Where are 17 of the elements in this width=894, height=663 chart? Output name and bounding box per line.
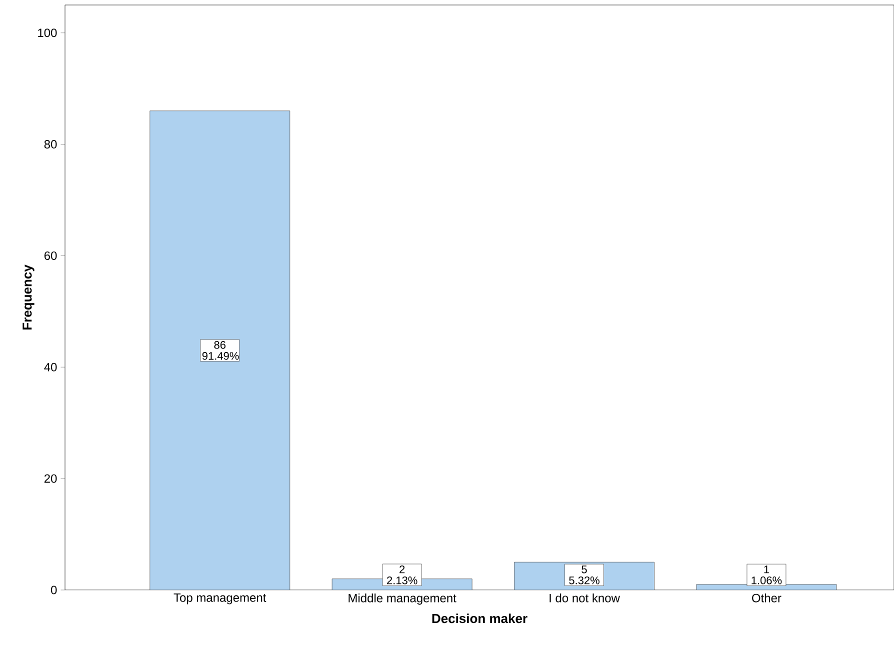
x-tick-label: Middle management [348, 594, 456, 605]
x-axis-title: Decision maker [432, 614, 528, 624]
data-label: 86 91.49% [202, 341, 239, 360]
y-tick-label: 20 [44, 474, 57, 483]
data-label: 5 5.32% [569, 566, 600, 584]
y-tick-label: 80 [44, 140, 57, 149]
x-tick-label: I do not know [550, 594, 620, 602]
bar [150, 110, 290, 590]
x-tick-label: Other [752, 594, 782, 602]
data-label: 1 1.06% [752, 566, 782, 584]
y-tick-label: 40 [44, 362, 57, 372]
x-tick-label: Top management [174, 594, 266, 604]
y-tick-label: 0 [51, 586, 57, 594]
y-tick-label: 100 [38, 28, 57, 38]
y-tick-label: 60 [44, 251, 57, 260]
data-label: 2 2.13% [387, 566, 418, 584]
y-axis-title: Frequency [22, 264, 34, 330]
